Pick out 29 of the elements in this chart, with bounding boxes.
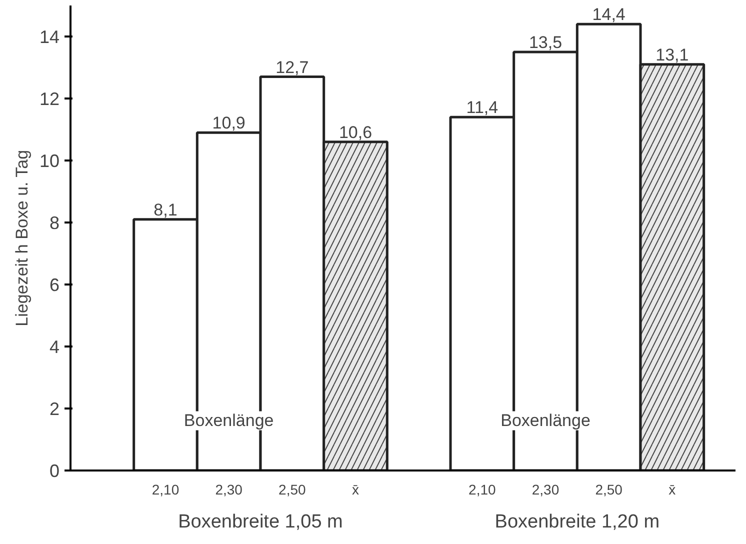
x-tick-label: 2,10	[468, 482, 496, 498]
x-tick-label: 2,30	[532, 482, 560, 498]
x-tick-label: 2,50	[595, 482, 623, 498]
data-label: 10,9	[212, 114, 246, 133]
data-label: 11,4	[466, 98, 498, 118]
x-tick-label: x̄	[668, 482, 676, 498]
data-label: 13,5	[528, 33, 562, 52]
x-tick-label: x̄	[352, 482, 359, 498]
y-tick-label: 2	[49, 399, 60, 419]
text: Boxenbreite 1,05 m	[178, 512, 343, 532]
y-tick-label: 10	[39, 151, 60, 171]
data-label: 12,7	[276, 58, 309, 77]
data-label: 8,1	[154, 200, 178, 220]
x-tick-label: 2,50	[278, 482, 306, 498]
data-label: 13,1	[656, 45, 689, 64]
y-tick-label: 6	[49, 275, 60, 295]
x-tick-label: 2,30	[215, 482, 243, 498]
data-label: 14,4	[592, 5, 626, 24]
y-axis-title: Liegezeit h Boxe u. Tag	[12, 150, 32, 326]
y-tick-label: 8	[49, 213, 60, 233]
y-tick-label: 4	[49, 337, 60, 357]
y-tick-label: 12	[39, 89, 60, 109]
text: Boxenbreite 1,20 m	[494, 512, 660, 532]
x-tick-label: 2,10	[152, 482, 180, 498]
annotation: Boxenlänge	[500, 411, 590, 430]
data-label: 10,6	[338, 122, 372, 142]
y-tick-label: 14	[39, 27, 60, 47]
annotation: Boxenlänge	[184, 411, 274, 430]
y-tick-label: 0	[49, 461, 60, 481]
